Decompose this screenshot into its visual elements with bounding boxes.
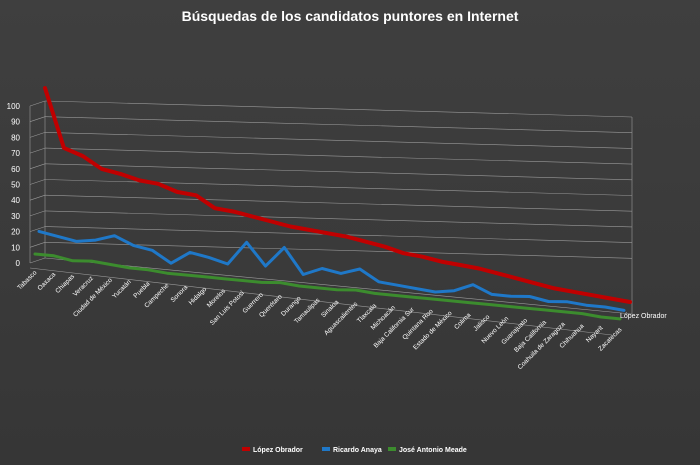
gridline-side: [29, 147, 46, 154]
series-line-l-pez-obrador: [43, 86, 632, 304]
gridline-side: [29, 226, 46, 232]
y-tick-label: 100: [7, 102, 21, 111]
legend-swatch: [322, 447, 330, 451]
gridline-side: [29, 179, 46, 185]
x-tick-label: Estado de México: [412, 310, 454, 352]
x-tick-label: Ciudad de México: [72, 277, 114, 319]
legend-swatch: [242, 447, 250, 451]
gridline-side: [29, 132, 46, 138]
y-tick-label: 50: [11, 181, 20, 190]
gridline-side: [29, 163, 46, 170]
y-tick-label: 60: [11, 165, 20, 174]
gridline: [44, 257, 633, 315]
gridline-side: [29, 100, 46, 107]
gridline: [44, 179, 633, 196]
legend-swatch: [388, 447, 396, 451]
series-line-jos-antonio-meade: [33, 252, 622, 321]
gridline-side: [29, 116, 46, 122]
floor-edge: [29, 267, 613, 336]
gridline: [44, 194, 633, 212]
y-tick-label: 80: [11, 133, 20, 142]
y-tick-label: 40: [11, 196, 20, 205]
y-tick-label: 70: [11, 149, 20, 158]
legend-label: López Obrador: [253, 447, 303, 454]
x-tick-label: Jalisco: [472, 313, 491, 332]
gridline-side: [29, 210, 46, 217]
gridline-side: [29, 242, 46, 248]
chart-title: Búsquedas de los candidatos puntores en …: [182, 8, 519, 24]
y-tick-label: 30: [11, 212, 20, 221]
gridline-side: [29, 194, 46, 201]
x-tick-label: Puebla: [132, 280, 152, 300]
y-tick-label: 20: [11, 228, 20, 237]
gridline: [44, 132, 633, 149]
legend-label: José Antonio Meade: [399, 447, 467, 454]
series-lines: [33, 86, 632, 321]
x-tick-label: Yucatán: [111, 278, 133, 300]
gridline: [44, 100, 633, 118]
y-tick-label: 90: [11, 118, 20, 127]
series-line-ricardo-anaya: [37, 229, 626, 312]
gridline: [44, 147, 633, 165]
y-tick-label: 0: [16, 259, 21, 268]
gridline: [44, 116, 633, 133]
x-tick-label: Sonora: [170, 284, 190, 304]
gridline: [44, 163, 633, 181]
legend: López Obrador Ricardo Anaya José Antonio M…: [242, 447, 467, 454]
x-tick-label: Nayarit: [585, 324, 605, 344]
x-tick-label: Colima: [453, 311, 473, 331]
gridline: [44, 210, 633, 228]
y-tick-label: 10: [11, 243, 20, 252]
gridline-side: [29, 257, 46, 264]
legend-label: Ricardo Anaya: [333, 447, 382, 454]
x-tick-label: Tabasco: [16, 269, 38, 291]
series-axis-label: López Obrador: [620, 313, 667, 320]
gridline: [44, 242, 633, 259]
